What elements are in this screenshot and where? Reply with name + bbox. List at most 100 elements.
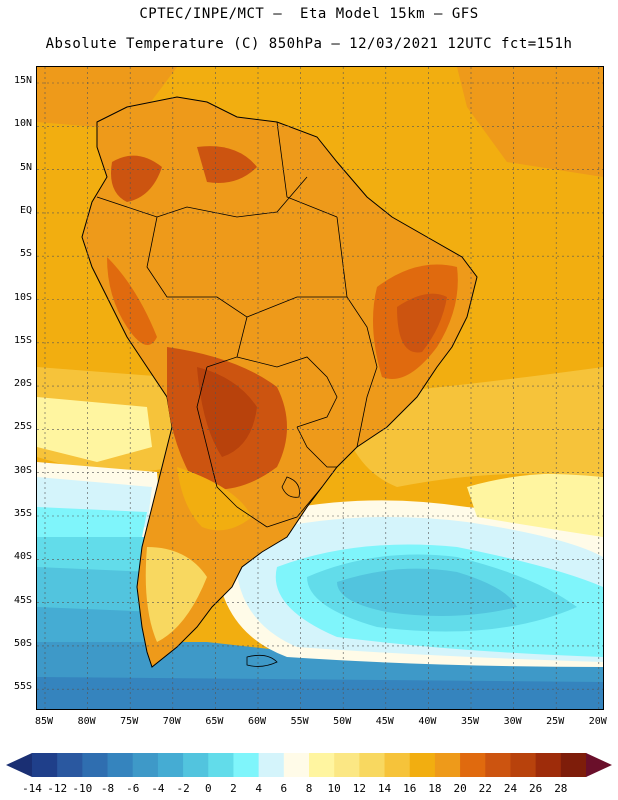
colorbar-tick-label: 6 <box>280 782 288 795</box>
lon-label: 55W <box>290 716 309 727</box>
colorbar-swatch <box>183 753 209 777</box>
colorbar-swatch <box>258 753 285 777</box>
colorbar-swatch <box>309 753 335 777</box>
lon-label: 70W <box>162 716 181 727</box>
colorbar-swatch <box>535 753 562 777</box>
colorbar-tick-label: -10 <box>72 782 93 795</box>
colorbar-swatch <box>334 753 360 777</box>
colorbar-tick-label: -6 <box>126 782 140 795</box>
lagoa-dos-patos <box>281 476 300 498</box>
colorbar-swatch <box>434 753 461 777</box>
lat-label: 10N <box>13 118 32 130</box>
colorbar-swatch <box>82 753 109 777</box>
colorbar-swatch <box>233 753 260 777</box>
map-plot-area <box>36 66 604 710</box>
colorbar-tick-label: -14 <box>22 782 42 795</box>
colorbar-tick-label: 26 <box>529 782 543 795</box>
lon-label: 85W <box>34 716 54 727</box>
lon-label: 80W <box>77 716 96 727</box>
colorbar-swatch <box>485 753 511 777</box>
colorbar-swatch <box>460 753 486 777</box>
colorbar-tick-label: 12 <box>352 782 366 795</box>
colorbar-tick-label: 2 <box>230 782 237 795</box>
lon-label: 75W <box>120 716 139 727</box>
field-atlantic-5 <box>337 568 517 616</box>
hot-core-colombia <box>111 155 162 202</box>
country-borders <box>96 121 378 528</box>
colorbar-swatch <box>132 753 159 777</box>
field-pacific-2 <box>37 397 152 462</box>
colorbar-swatch <box>510 753 537 777</box>
lat-label: 15N <box>13 75 32 86</box>
colorbar-tick-label: 20 <box>453 782 467 795</box>
hot-core-east-brazil-inner <box>397 293 447 353</box>
lat-lon-grid <box>37 67 603 709</box>
lat-label: EQ <box>19 204 32 216</box>
field-warm-ne <box>457 67 603 177</box>
lon-label: 65W <box>205 716 224 727</box>
colorbar-tick-label: -8 <box>100 782 115 795</box>
lon-label: 35W <box>460 716 480 727</box>
colorbar-swatch <box>157 753 184 777</box>
lon-label: 25W <box>546 716 565 727</box>
lat-label: 35S <box>13 508 32 519</box>
colorbar-tick-label: 8 <box>305 782 313 795</box>
field-central-argentina <box>177 467 252 531</box>
field-warm-nw <box>37 67 177 127</box>
lat-label: 20S <box>13 378 32 390</box>
colorbar <box>6 753 612 777</box>
colorbar-tick-label: 18 <box>428 782 442 795</box>
lat-label: 25S <box>13 421 32 433</box>
colorbar-swatch <box>384 753 411 777</box>
falkland-islands <box>246 654 278 667</box>
colorbar-swatch <box>409 753 436 777</box>
title-line-2: Absolute Temperature (C) 850hPa – 12/03/… <box>45 36 573 52</box>
colorbar-tick-label: -12 <box>47 782 68 795</box>
hot-core-chaco-inner <box>197 367 257 457</box>
colorbar-tick-label: 4 <box>255 782 262 795</box>
colorbar-tick-label: 22 <box>478 782 492 795</box>
colorbar-tick-label: 0 <box>204 782 212 795</box>
colorbar-swatch <box>32 753 58 777</box>
colorbar-tick-label: 16 <box>403 782 417 795</box>
field-patagonia <box>145 547 207 642</box>
colorbar-swatch <box>283 753 310 777</box>
lon-label: 20W <box>588 716 607 727</box>
lat-label: 55S <box>13 681 32 693</box>
colorbar-swatch <box>208 753 234 777</box>
lat-label: 50S <box>13 637 32 649</box>
colorbar-swatch <box>107 753 134 777</box>
title-line-1: CPTEC/INPE/MCT – Eta Model 15km – GFS <box>139 6 479 22</box>
colorbar-tick-label: 28 <box>554 782 568 795</box>
colorbar-left-arrow <box>6 753 32 777</box>
hot-core-andes-north <box>107 257 157 345</box>
field-south-5 <box>37 677 603 709</box>
colorbar-tick-label: 10 <box>327 782 341 795</box>
colorbar-tick-label: -4 <box>151 782 165 795</box>
lon-label: 30W <box>503 716 522 727</box>
field-atlantic-6 <box>467 473 603 537</box>
lat-label: 45S <box>13 594 32 606</box>
lon-label: 40W <box>418 716 437 727</box>
lat-label: 15S <box>13 334 32 346</box>
colorbar-boxes <box>32 753 587 777</box>
lat-label: 30S <box>13 464 32 476</box>
temperature-map <box>37 67 603 709</box>
lat-label: 10S <box>13 291 32 303</box>
colorbar-swatch <box>359 753 386 777</box>
colorbar-tick-label: -2 <box>176 782 190 795</box>
colorbar-tick-label: 24 <box>503 782 518 795</box>
colorbar-swatch <box>57 753 83 777</box>
lon-label: 60W <box>247 716 267 727</box>
field-pacific-5 <box>37 507 147 539</box>
lon-label: 50W <box>333 716 352 727</box>
colorbar-swatch <box>560 753 587 777</box>
lat-label: 5S <box>19 248 32 260</box>
lat-label: 40S <box>13 551 32 563</box>
lon-label: 45W <box>375 716 394 727</box>
lat-label: 5N <box>19 161 32 173</box>
south-america-landmass <box>81 96 478 668</box>
colorbar-tick-label: 14 <box>377 782 392 795</box>
colorbar-right-arrow <box>586 753 612 777</box>
hot-core-venezuela <box>197 146 257 183</box>
